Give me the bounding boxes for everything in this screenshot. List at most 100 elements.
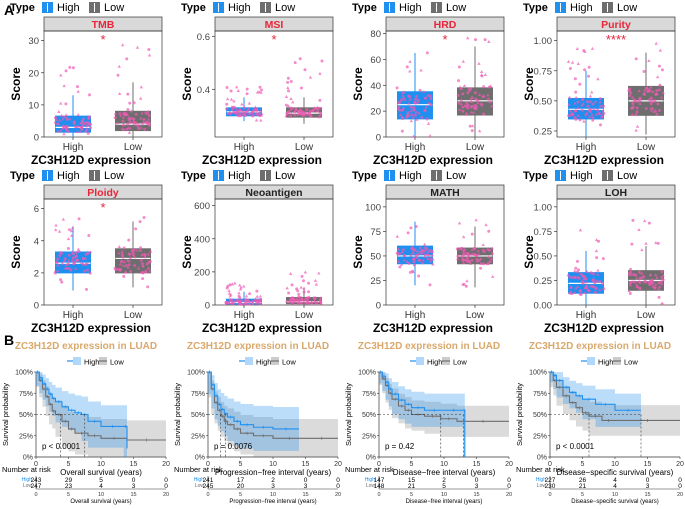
data-point <box>576 100 580 104</box>
data-point <box>285 286 289 290</box>
data-point <box>68 268 73 272</box>
data-point <box>594 112 598 116</box>
data-point <box>231 301 235 305</box>
facet-title: Ploidy <box>87 187 119 199</box>
legend-title: Type <box>181 170 206 182</box>
km-risk-high-count: 17 <box>237 477 245 484</box>
data-point <box>55 268 60 272</box>
data-point <box>644 107 648 111</box>
data-point <box>653 273 658 277</box>
data-point <box>461 59 465 63</box>
data-point <box>225 102 229 106</box>
y-tick-label: 0.4 <box>197 85 210 96</box>
legend-low-label: Low <box>617 170 637 182</box>
x-axis-label: ZC3H12D expression <box>544 153 664 167</box>
data-point <box>77 217 81 221</box>
data-point <box>147 267 151 271</box>
data-point <box>568 66 572 70</box>
data-point <box>64 113 68 117</box>
data-point <box>289 111 294 115</box>
data-point <box>586 287 590 291</box>
km-risk-high-count: 0 <box>132 477 136 484</box>
data-point <box>123 113 127 117</box>
data-point <box>425 117 429 121</box>
data-point <box>255 289 259 293</box>
data-point <box>132 101 136 105</box>
legend-low-label: Low <box>446 170 466 182</box>
data-point <box>468 124 472 128</box>
data-point <box>633 99 637 103</box>
data-point <box>59 128 63 132</box>
km-risk-high-count: 26 <box>579 477 587 484</box>
data-point <box>585 111 589 115</box>
data-point <box>305 108 309 112</box>
facet-title: TMB <box>92 19 115 31</box>
km-risk-x-tick-label: 5 <box>239 492 242 498</box>
data-point <box>402 96 406 100</box>
data-point <box>576 275 580 279</box>
data-point <box>121 115 126 119</box>
data-point <box>64 102 68 106</box>
km-legend-high-label: High <box>427 358 442 367</box>
data-point <box>289 296 294 300</box>
data-point <box>460 246 464 250</box>
data-point <box>462 252 466 256</box>
data-point <box>566 273 570 277</box>
data-point <box>469 105 473 109</box>
data-point <box>88 271 92 275</box>
km-risk-x-tick-label: 15 <box>130 492 136 498</box>
data-point <box>658 48 663 52</box>
data-point <box>61 217 66 221</box>
km-risk-title: Number at risk <box>516 465 565 474</box>
y-tick-label: 60 <box>370 55 381 66</box>
y-tick-label: 20 <box>28 68 39 79</box>
data-point <box>299 300 304 304</box>
data-point <box>68 65 72 69</box>
data-point <box>655 75 660 79</box>
data-point <box>596 268 600 272</box>
data-point <box>126 122 130 126</box>
data-point <box>635 106 639 110</box>
data-point <box>479 257 483 261</box>
data-point <box>408 270 412 274</box>
km-risk-label-low: Low <box>366 483 376 489</box>
data-point <box>575 46 580 50</box>
km-x-tick-label: 0 <box>206 461 210 468</box>
data-point <box>657 108 662 112</box>
legend-high-label: High <box>57 170 80 182</box>
data-point <box>574 90 578 94</box>
data-point <box>650 99 654 103</box>
data-point <box>320 59 324 63</box>
data-point <box>654 41 658 45</box>
data-point <box>79 121 83 125</box>
data-point <box>318 113 322 117</box>
data-point <box>117 251 121 255</box>
data-point <box>479 261 484 265</box>
data-point <box>315 109 319 113</box>
km-y-axis-label: Survival probability <box>173 383 182 446</box>
km-y-tick-label: 50% <box>533 412 547 419</box>
data-point <box>61 117 65 121</box>
data-point <box>57 110 61 114</box>
data-point <box>589 107 593 111</box>
data-point <box>628 271 632 275</box>
data-point <box>126 108 130 112</box>
km-y-tick-label: 25% <box>362 433 376 440</box>
data-point <box>459 102 464 106</box>
legend-high-label: High <box>399 170 422 182</box>
data-point <box>580 274 584 278</box>
km-risk-high-count: 0 <box>475 477 479 484</box>
km-x-tick-label: 0 <box>377 461 381 468</box>
km-risk-low-count: 247 <box>31 483 42 490</box>
data-point <box>229 97 234 101</box>
data-point <box>76 112 80 116</box>
km-risk-x-tick-label: 20 <box>163 492 169 498</box>
km-risk-x-tick-label: 10 <box>98 492 104 498</box>
km-risk-low-count: 0 <box>507 483 511 490</box>
data-point <box>289 79 293 83</box>
data-point <box>120 43 125 47</box>
data-point <box>475 104 479 108</box>
